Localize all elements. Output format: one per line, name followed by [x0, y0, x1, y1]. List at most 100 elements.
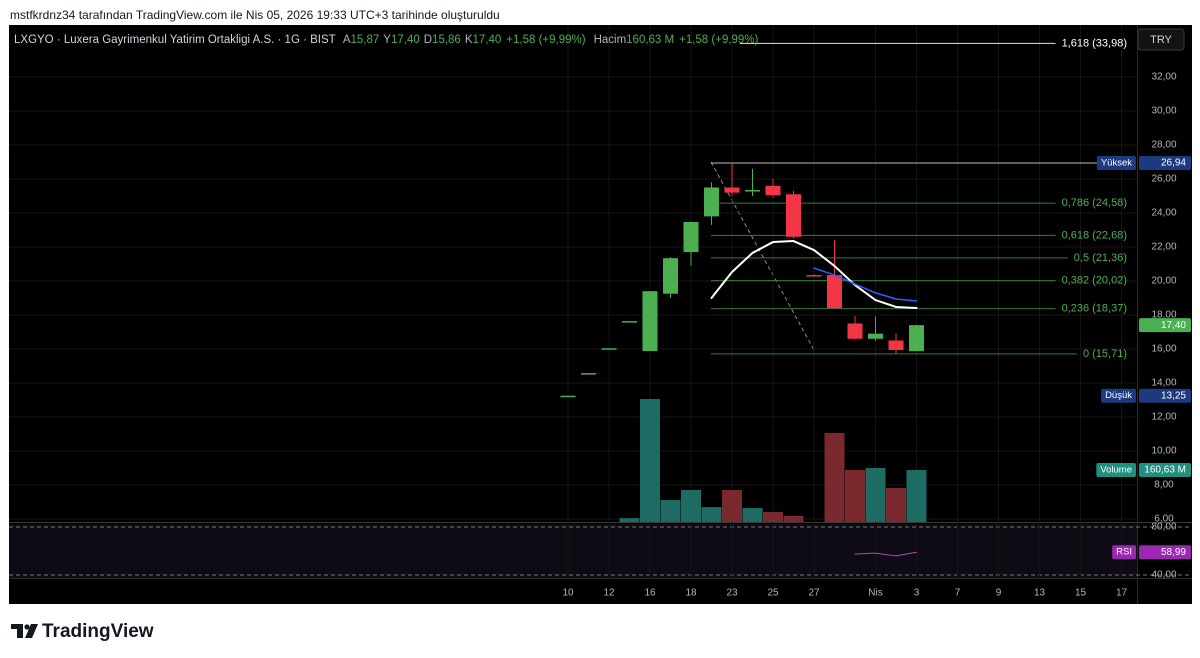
tag-box	[1139, 318, 1191, 333]
logo-mark	[25, 624, 38, 638]
ohlc-key: Y	[383, 34, 391, 46]
ohlc-value: 15,86	[432, 34, 461, 46]
logo-mark	[11, 624, 23, 638]
logo: TradingView	[11, 621, 154, 642]
candle-body	[601, 348, 617, 350]
volume-bar	[619, 518, 640, 522]
candle-body	[663, 258, 678, 294]
y-tick-label: 14,00	[1151, 378, 1176, 389]
x-tick-label: 10	[562, 588, 574, 599]
candle-body	[909, 325, 924, 352]
currency-box	[1137, 28, 1185, 51]
candle-body	[827, 275, 842, 309]
volume-bar	[742, 508, 763, 522]
tag-value: 58,99	[1161, 547, 1186, 558]
tag-value: 26,94	[1161, 158, 1186, 169]
header-text: mstfkrdnz34 tarafından TradingView.com i…	[10, 8, 500, 22]
y-tick-label: 8,00	[1154, 480, 1174, 491]
x-tick-label: Nis	[868, 588, 882, 599]
tag-name-box	[1112, 545, 1136, 560]
volume-bar	[722, 489, 742, 522]
rsi-tick-label: 80,00	[1151, 522, 1176, 533]
x-tick-label: 18	[685, 588, 697, 599]
fib-label: 0,5 (21,36)	[1074, 252, 1127, 264]
fib-label: 0,382 (20,02)	[1062, 275, 1127, 287]
fib-label: 0,786 (24,58)	[1062, 197, 1127, 209]
volume-bar	[906, 469, 927, 522]
ohlc-value: 17,40	[391, 34, 420, 46]
y-tick-label: 12,00	[1151, 412, 1176, 423]
candle-body	[847, 323, 863, 339]
ohlc-value: 15,87	[351, 34, 380, 46]
volume-bar	[681, 489, 701, 522]
tag-name: Düşük	[1105, 390, 1132, 401]
x-tick-label: 12	[603, 588, 615, 599]
legend: LXGYO · Luxera Gayrimenkul Yatirim Ortak…	[14, 34, 759, 46]
candle-body	[560, 395, 576, 398]
x-tick-label: 13	[1034, 588, 1046, 599]
indicator-line	[710, 240, 918, 310]
tag-name: Yüksek	[1101, 158, 1132, 169]
tag-box	[1139, 462, 1191, 477]
y-tick-label: 20,00	[1151, 276, 1176, 287]
x-tick-label: 3	[914, 588, 920, 599]
tag-name: Volume	[1100, 465, 1132, 476]
volume-bar	[701, 507, 722, 522]
rsi-line	[854, 551, 917, 557]
y-tick-label: 10,00	[1151, 446, 1176, 457]
logo-text: TradingView	[42, 621, 154, 642]
fib-label: 0,236 (18,37)	[1062, 303, 1127, 315]
volume-bar	[763, 511, 783, 522]
candle-body	[683, 221, 699, 253]
y-tick-label: 32,00	[1151, 72, 1176, 83]
fib-label: 0 (15,71)	[1083, 348, 1127, 360]
candle-body	[786, 194, 801, 237]
tag-box	[1139, 388, 1191, 403]
tag-box	[1139, 545, 1191, 560]
fib-label: 0,618 (22,68)	[1062, 229, 1127, 241]
y-tick-label: 28,00	[1151, 140, 1176, 151]
y-tick-label: 16,00	[1151, 344, 1176, 355]
change: +1,58 (+9,99%)	[506, 34, 585, 46]
y-tick-label: 18,00	[1151, 310, 1176, 321]
ohlc-value: 17,40	[473, 34, 502, 46]
candle-body	[888, 340, 904, 350]
x-tick-label: 7	[955, 588, 961, 599]
volume-key: Hacim	[594, 34, 627, 46]
x-tick-label: 15	[1075, 588, 1087, 599]
candle-body	[765, 185, 781, 196]
tag-name-box	[1096, 156, 1136, 171]
y-tick-label: 30,00	[1151, 106, 1176, 117]
volume-bar	[660, 499, 681, 522]
y-tick-label: 6,00	[1154, 514, 1174, 525]
indicator-line	[813, 267, 918, 302]
volume-bar	[886, 488, 906, 522]
logo-mark	[24, 624, 30, 630]
candle-body	[704, 187, 719, 217]
tag-value: 13,25	[1161, 390, 1186, 401]
y-tick-label: 24,00	[1151, 208, 1176, 219]
candle-body	[868, 333, 883, 339]
candle-body	[806, 275, 822, 277]
volume-bar	[865, 467, 886, 522]
y-tick-label: 22,00	[1151, 242, 1176, 253]
candle-body	[745, 190, 760, 192]
candle-body	[642, 291, 658, 352]
candle-body	[622, 321, 637, 323]
volume-bar	[845, 469, 865, 522]
tag-box	[1139, 156, 1191, 171]
tag-value: 160,63 M	[1144, 465, 1186, 476]
volume-bar	[783, 515, 804, 522]
fib-label: 1,618 (33,98)	[1062, 37, 1127, 49]
x-tick-label: 17	[1116, 588, 1128, 599]
x-tick-label: 16	[644, 588, 656, 599]
tag-name-box	[1096, 462, 1136, 477]
volume-change: +1,58 (+9,99%)	[679, 34, 758, 46]
rsi-pane	[9, 524, 1137, 578]
x-tick-label: 23	[726, 588, 738, 599]
tag-value: 17,40	[1161, 320, 1186, 331]
ohlc-key: D	[424, 34, 432, 46]
ohlc-key: K	[465, 34, 473, 46]
